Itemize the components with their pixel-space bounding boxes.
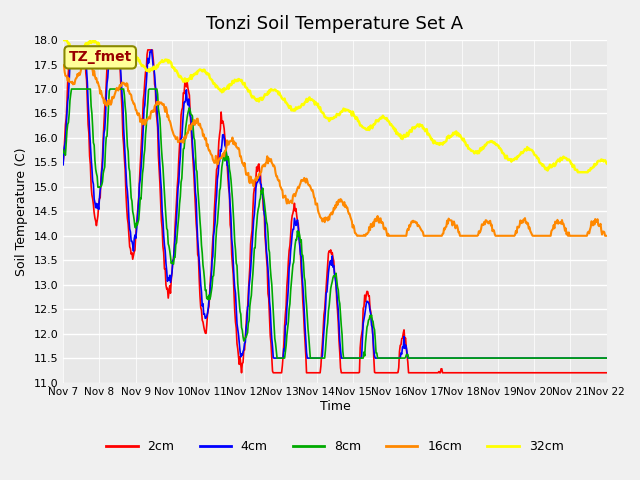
Y-axis label: Soil Temperature (C): Soil Temperature (C) [15,147,28,276]
Title: Tonzi Soil Temperature Set A: Tonzi Soil Temperature Set A [206,15,463,33]
Text: TZ_fmet: TZ_fmet [68,50,132,64]
X-axis label: Time: Time [319,400,350,413]
Legend: 2cm, 4cm, 8cm, 16cm, 32cm: 2cm, 4cm, 8cm, 16cm, 32cm [101,435,568,458]
